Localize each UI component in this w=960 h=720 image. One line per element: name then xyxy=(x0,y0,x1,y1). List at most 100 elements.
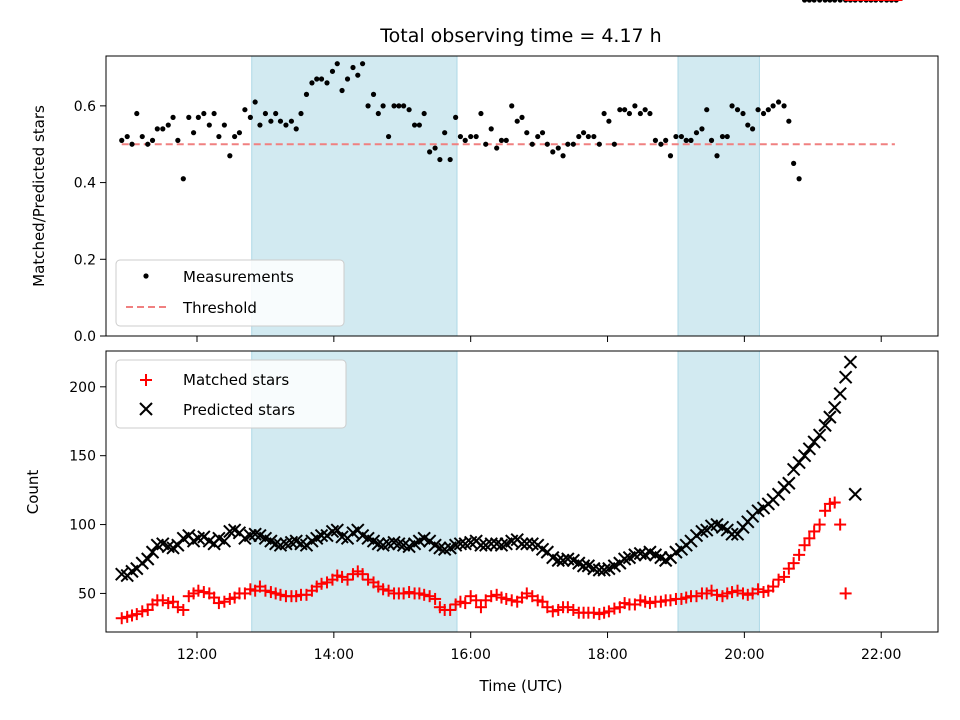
measurement-point xyxy=(277,118,284,124)
measurement-point xyxy=(760,110,767,117)
measurement-point xyxy=(606,118,612,124)
measurement-point xyxy=(370,91,377,97)
measurement-point xyxy=(565,141,571,147)
matched-star-point xyxy=(177,603,190,616)
measurement-point xyxy=(617,107,623,113)
ratio-y-tick-label: 0.6 xyxy=(74,99,96,115)
ratio-legend: Measurements Threshold xyxy=(115,259,345,327)
measurement-point xyxy=(457,133,464,140)
measurement-point xyxy=(611,141,617,147)
measurement-point xyxy=(539,130,546,136)
legend-threshold-label: Threshold xyxy=(182,299,257,317)
measurement-point xyxy=(667,153,674,159)
measurement-point xyxy=(806,0,812,3)
predicted-star-point xyxy=(838,370,853,384)
predicted-star-point xyxy=(515,537,529,551)
predicted-star-point xyxy=(597,563,611,577)
matched-star-point xyxy=(423,590,436,603)
measurement-point xyxy=(453,114,459,120)
measurement-point xyxy=(796,176,802,182)
measurement-point xyxy=(817,0,823,3)
measurement-point xyxy=(832,0,838,3)
measurement-point xyxy=(175,137,181,143)
measurement-point xyxy=(247,114,253,120)
measurement-point xyxy=(576,133,582,140)
matched-star-point xyxy=(778,570,791,583)
predicted-star-point xyxy=(576,559,591,573)
measurement-point xyxy=(186,114,192,120)
predicted-star-point xyxy=(433,541,447,555)
measurement-point xyxy=(775,99,782,105)
measurement-point xyxy=(724,133,730,140)
measurement-point xyxy=(822,0,828,3)
matched-star-point xyxy=(418,588,431,601)
legend-matched-marker xyxy=(140,374,152,386)
matched-star-point xyxy=(561,601,574,614)
matched-star-point xyxy=(793,548,806,561)
matched-star-point xyxy=(321,576,333,589)
measurement-point xyxy=(283,122,289,128)
x-tick-label: 22:00 xyxy=(861,647,901,663)
matched-star-point xyxy=(834,518,847,531)
measurement-point xyxy=(154,126,160,132)
measurement-point xyxy=(585,133,591,140)
measurement-point xyxy=(180,176,186,182)
measurement-point xyxy=(119,137,125,143)
measurement-point xyxy=(478,110,484,117)
measurement-point xyxy=(401,103,407,109)
matched-star-point xyxy=(608,602,621,615)
matched-star-point xyxy=(336,570,349,583)
legend-matched-label: Matched stars xyxy=(183,371,289,389)
count-panel: 50 100 150 200 12:00 14:00 16:00 18:00 20:00 22:… xyxy=(24,0,939,695)
x-tick-label: 12:00 xyxy=(177,647,217,663)
matched-star-point xyxy=(192,584,205,597)
measurement-point xyxy=(626,110,633,117)
measurement-point xyxy=(535,133,541,140)
matched-star-point xyxy=(803,532,816,545)
measurement-point xyxy=(837,0,843,3)
measurement-point xyxy=(519,114,525,120)
measurement-point xyxy=(673,133,679,140)
measurement-point xyxy=(770,103,776,109)
matched-star-point xyxy=(690,590,703,603)
measurement-point xyxy=(729,103,735,109)
count-y-tick-label: 150 xyxy=(69,449,96,465)
measurement-point xyxy=(494,145,500,151)
ratio-panel-frame xyxy=(105,55,939,337)
measurement-point xyxy=(488,126,494,132)
measurement-point xyxy=(740,110,746,117)
predicted-star-point xyxy=(325,524,340,539)
count-y-tick-label: 100 xyxy=(69,518,96,534)
matched-star-point xyxy=(130,608,143,621)
measurement-point xyxy=(303,91,310,97)
matched-star-point xyxy=(474,601,487,614)
measurement-point xyxy=(745,122,751,128)
matched-star-point xyxy=(115,612,128,625)
matched-star-point xyxy=(197,586,210,599)
measurement-point xyxy=(550,149,556,155)
measurement-point xyxy=(591,133,597,140)
legend-predicted-label: Predicted stars xyxy=(183,401,295,419)
predicted-star-point xyxy=(314,528,329,543)
x-tick-label: 18:00 xyxy=(587,647,627,663)
measurement-point xyxy=(273,110,279,117)
matched-star-point xyxy=(500,592,513,605)
matched-star-point xyxy=(397,587,410,600)
predicted-star-point xyxy=(827,400,842,415)
measurement-point xyxy=(134,110,140,117)
matched-star-point xyxy=(546,605,559,618)
measurement-point xyxy=(211,110,217,117)
measurement-point xyxy=(714,153,720,159)
measurement-point xyxy=(524,130,530,136)
measurement-point xyxy=(232,133,238,140)
measurement-point xyxy=(498,137,505,143)
matched-star-point xyxy=(136,605,149,618)
predicted-star-point xyxy=(217,534,232,548)
measurement-point xyxy=(801,0,808,3)
measurement-point xyxy=(427,149,433,155)
measurement-point xyxy=(719,133,726,140)
predicted-star-point xyxy=(489,537,504,551)
measurement-point xyxy=(699,126,705,132)
measurement-point xyxy=(416,122,422,128)
predicted-star-point xyxy=(392,537,406,551)
